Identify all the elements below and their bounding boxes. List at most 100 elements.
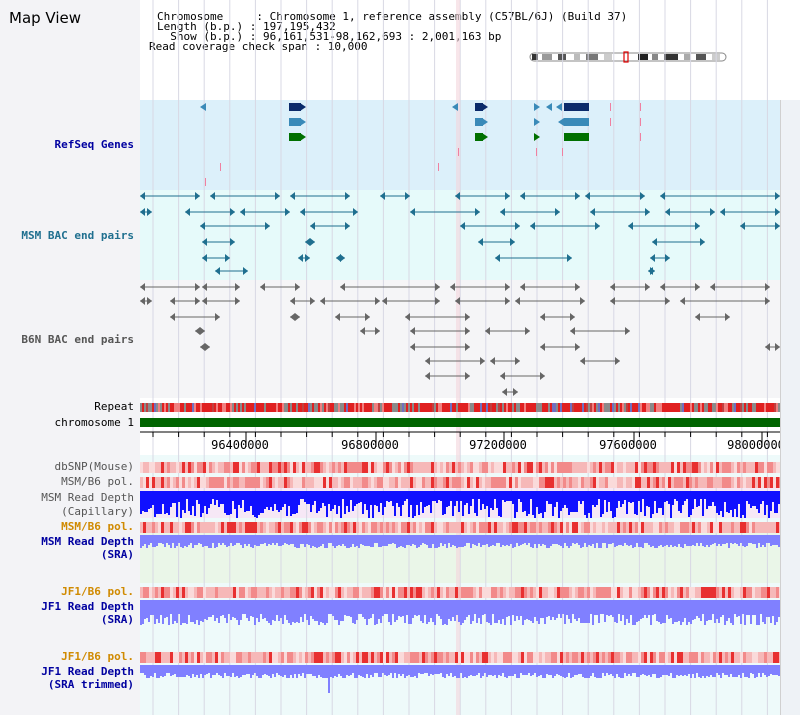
track-label-msm-depth-capillary[interactable]: MSM Read Depth <box>41 491 134 504</box>
msm-capillary-depth-bar <box>666 491 668 501</box>
msm-b6-pol2-cell <box>758 522 761 533</box>
repeat-segment <box>272 403 274 412</box>
jf1-b6-pol-cell <box>596 587 599 598</box>
jf1-b6-pol-cell <box>212 587 215 598</box>
jf1-depth-bar <box>566 600 568 615</box>
msm-b6-pol-cell <box>335 477 338 488</box>
jf1-trim-depth-bar <box>332 665 334 678</box>
jf1-depth-bar <box>440 600 442 619</box>
jf1-depth-bar <box>286 600 288 620</box>
msm-sra-depth-bar <box>528 535 530 543</box>
repeat-segment <box>484 403 486 412</box>
jf1-trim-depth-bar <box>560 665 562 676</box>
track-label-dbsnp[interactable]: dbSNP(Mouse) <box>54 460 134 473</box>
jf1-depth-bar <box>466 600 468 617</box>
msm-sra-depth-bar <box>526 535 528 545</box>
gene-arrow <box>300 103 306 111</box>
chromosome-ideogram[interactable] <box>528 51 728 63</box>
dbsnp-cell <box>428 462 431 473</box>
msm-b6-pol2-cell <box>239 522 242 533</box>
jf1-trim-depth-bar <box>394 665 396 673</box>
jf1-trim-depth-bar <box>390 665 392 673</box>
jf1-depth-bar <box>584 600 586 623</box>
jf1-b6-pol-cell <box>575 587 578 598</box>
track-label-jf1-b6-pol[interactable]: JF1/B6 pol. <box>61 585 134 598</box>
track-label-jf1-depth[interactable]: JF1 Read Depth <box>41 600 134 613</box>
b6n-bac-end <box>615 357 620 365</box>
msm-sra-depth-bar <box>534 535 536 544</box>
dbsnp-cell <box>260 462 263 473</box>
track-label-refseq[interactable]: RefSeq Genes <box>54 138 134 151</box>
msm-b6-pol2-cell <box>302 522 305 533</box>
jf1-trim-depth-bar <box>686 665 688 676</box>
msm-b6-pol-cell <box>170 477 173 488</box>
track-label-msm-b6-pol-2[interactable]: MSM/B6 pol. <box>61 520 134 533</box>
msm-b6-pol2-cell <box>338 522 341 533</box>
msm-capillary-depth-bar <box>396 491 398 503</box>
jf1-depth-bar <box>660 600 662 624</box>
repeat-segment <box>598 403 600 412</box>
track-label-repeat[interactable]: Repeat <box>94 400 134 413</box>
msm-capillary-depth-bar <box>204 491 206 506</box>
msm-b6-pol-cell <box>719 477 722 488</box>
msm-b6-pol2-cell <box>503 522 506 533</box>
repeat-segment <box>680 403 682 412</box>
track-label-msm-b6-pol[interactable]: MSM/B6 pol. <box>61 475 134 488</box>
msm-b6-pol2-cell <box>596 522 599 533</box>
track-label-jf1-b6-pol-2[interactable]: JF1/B6 pol. <box>61 650 134 663</box>
jf1-b6-pol2-cell <box>755 652 758 663</box>
msm-b6-pol-cell <box>563 477 566 488</box>
jf1-trim-depth-bar <box>438 665 440 674</box>
msm-capillary-depth-bar <box>652 491 654 514</box>
jf1-trim-depth-bar <box>500 665 502 676</box>
jf1-trim-depth-bar <box>718 665 720 675</box>
jf1-trim-depth-bar <box>278 665 280 675</box>
msm-sra-depth-bar <box>420 535 422 545</box>
msm-sra-depth-bar <box>316 535 318 548</box>
track-label-msm-depth-sra[interactable]: MSM Read Depth <box>41 535 134 548</box>
repeat-segment <box>224 403 226 412</box>
jf1-depth-bar <box>664 600 666 623</box>
msm-b6-pol-cell <box>407 477 410 488</box>
jf1-trim-depth-bar <box>492 665 494 676</box>
track-label-jf1-depth-trimmed[interactable]: JF1 Read Depth <box>41 665 134 678</box>
dbsnp-cell <box>740 462 743 473</box>
jf1-trim-depth-bar <box>676 665 678 675</box>
msm-capillary-depth-bar <box>586 491 588 518</box>
dbsnp-cell <box>236 462 239 473</box>
track-label-msm-bac[interactable]: MSM BAC end pairs <box>21 229 134 242</box>
msm-b6-pol2-cell <box>740 522 743 533</box>
repeat-segment <box>146 403 148 412</box>
jf1-b6-pol2-cell <box>317 652 320 663</box>
msm-sra-depth-bar <box>438 535 440 547</box>
msm-b6-pol2-cell <box>761 522 764 533</box>
msm-b6-pol-cell <box>467 477 470 488</box>
genome-track-canvas[interactable]: 96400000 96800000 97200000 97600000 98000000 <box>140 0 780 715</box>
jf1-b6-pol2-cell <box>263 652 266 663</box>
jf1-depth-bar <box>328 600 330 614</box>
track-label-b6n-bac[interactable]: B6N BAC end pairs <box>21 333 134 346</box>
jf1-trim-depth-bar <box>596 665 598 678</box>
dbsnp-cell <box>446 462 449 473</box>
jf1-trim-depth-bar <box>226 665 228 676</box>
dbsnp-cell <box>707 462 710 473</box>
msm-b6-pol2-cell <box>545 522 548 533</box>
jf1-b6-pol-cell <box>584 587 587 598</box>
msm-b6-pol2-cell <box>209 522 212 533</box>
jf1-depth-bar <box>698 600 700 618</box>
dbsnp-cell <box>290 462 293 473</box>
jf1-depth-bar <box>736 600 738 617</box>
track-label-chromosome[interactable]: chromosome 1 <box>54 416 134 429</box>
msm-b6-pol2-cell <box>389 522 392 533</box>
msm-capillary-depth-bar <box>330 491 332 511</box>
jf1-b6-pol-cell <box>653 587 656 598</box>
jf1-b6-pol-cell <box>293 587 296 598</box>
msm-capillary-depth-bar <box>202 491 204 513</box>
msm-sra-depth-bar <box>554 535 556 544</box>
msm-b6-pol-cell <box>509 477 512 488</box>
repeat-segment <box>376 403 378 412</box>
dbsnp-cell <box>530 462 533 473</box>
msm-capillary-depth-bar <box>140 491 142 514</box>
jf1-depth-bar <box>552 600 554 617</box>
msm-bac-end <box>230 208 235 216</box>
